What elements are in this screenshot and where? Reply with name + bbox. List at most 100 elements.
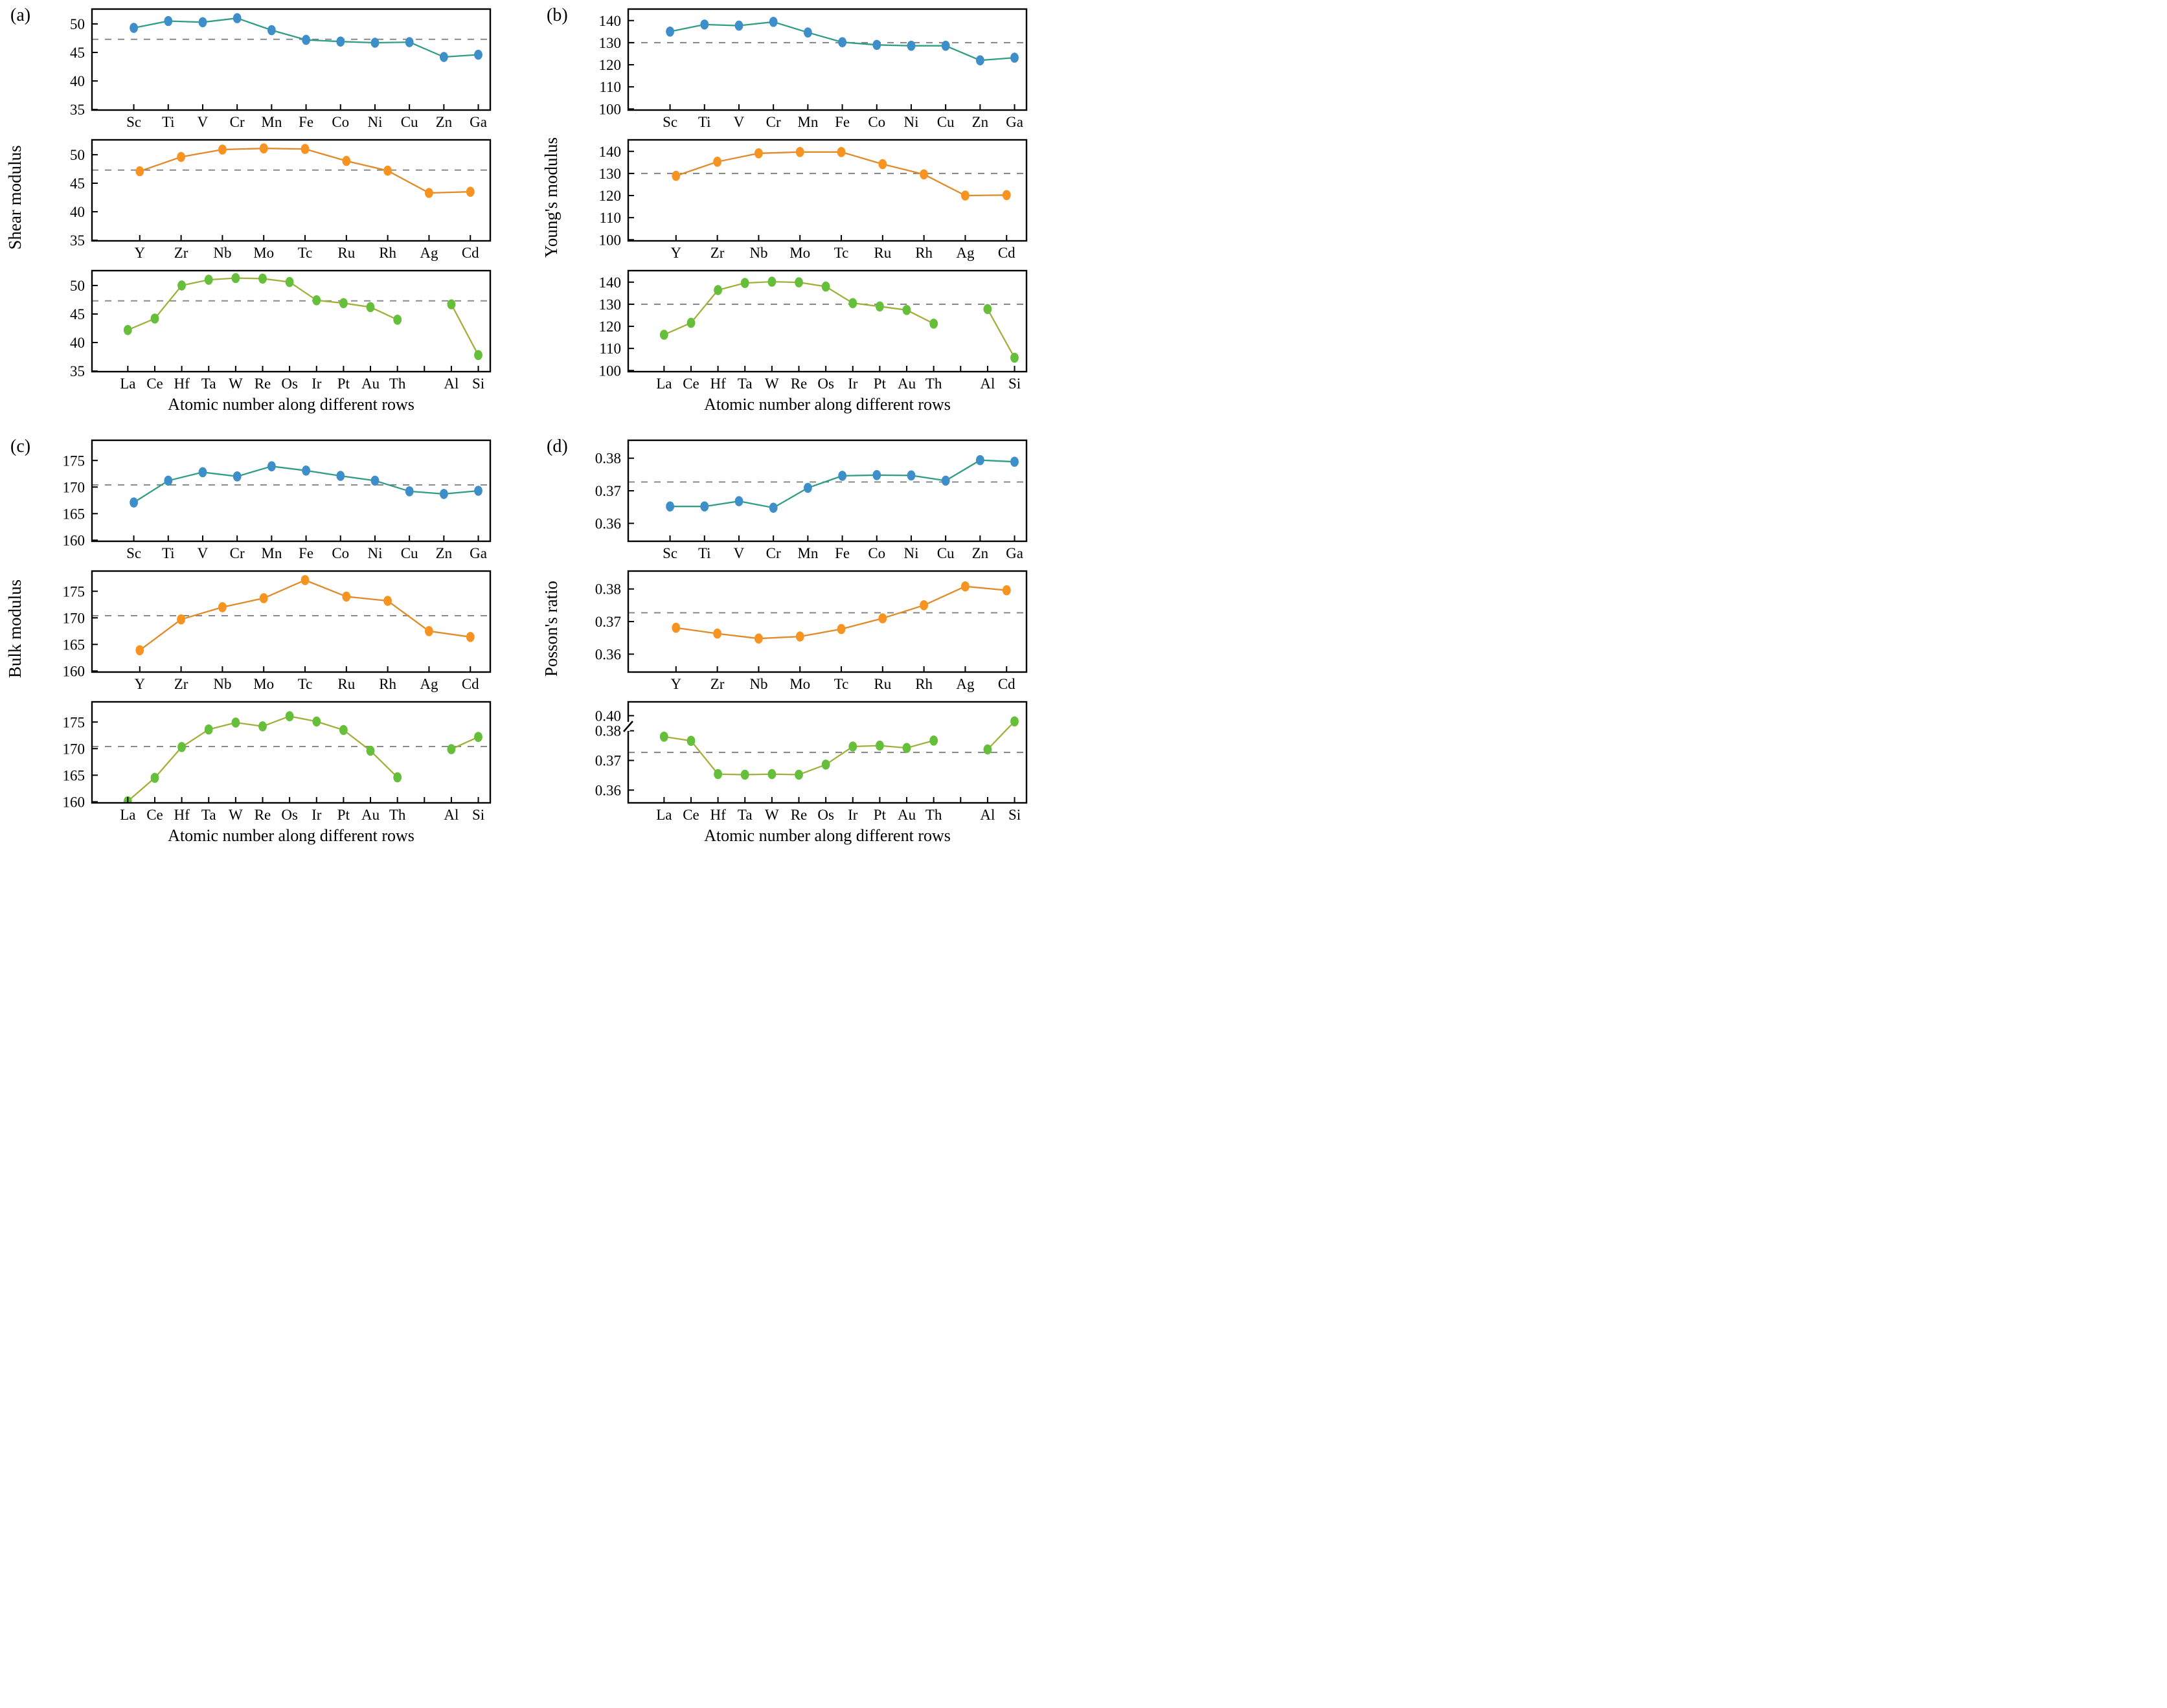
x-tick-label-Cd: Cd <box>462 245 479 261</box>
data-point-marker-V <box>734 496 743 506</box>
y-tick-label: 40 <box>70 335 85 351</box>
x-tick-label-Ga: Ga <box>470 114 487 130</box>
data-point-marker-Ag <box>961 190 970 201</box>
x-tick-label-Hf: Hf <box>710 807 726 823</box>
series-group <box>130 461 482 508</box>
x-tick-label-Ce: Ce <box>146 807 163 823</box>
plot-border <box>91 439 492 543</box>
data-point-marker-Ga <box>1010 456 1019 467</box>
series-group <box>135 143 475 198</box>
data-point-marker-Zr <box>177 152 185 163</box>
x-tick-label-Cu: Cu <box>401 545 418 561</box>
x-tick-label-Zr: Zr <box>174 245 188 261</box>
y-tick-label: 110 <box>599 79 621 95</box>
x-tick-label-Cd: Cd <box>998 245 1015 261</box>
x-tick-label-Fe: Fe <box>835 545 850 561</box>
data-point-marker-Nb <box>754 633 763 644</box>
data-point-marker-Ru <box>342 155 351 166</box>
x-tick-label-Zn: Zn <box>972 114 989 130</box>
data-point-marker-Cu <box>405 486 414 497</box>
data-point-marker-Re <box>795 769 803 780</box>
x-tick-label-Cu: Cu <box>937 114 955 130</box>
y-tick-label: 45 <box>70 306 85 322</box>
x-tick-label-Ag: Ag <box>956 245 975 261</box>
series-line <box>670 459 1015 509</box>
series-group <box>666 455 1019 513</box>
series-group <box>123 711 482 803</box>
y-tick-label: 130 <box>599 166 622 182</box>
data-point-marker-Re <box>258 721 267 732</box>
plot-border <box>91 139 492 242</box>
x-tick-label-Ru: Ru <box>337 245 355 261</box>
data-point-marker-Th <box>393 772 402 783</box>
data-point-marker-Ta <box>204 724 213 735</box>
subplot-stack-b: 100 110 120 130 140 Sc Ti V Cr Mn Fe Co Ni Cu Zn Ga 100 1… <box>574 5 1075 394</box>
x-tick-label-Os: Os <box>817 376 834 392</box>
x-tick-label-Cu: Cu <box>401 114 418 130</box>
y-tick-label: 160 <box>63 532 85 548</box>
y-tick-label: 170 <box>63 479 85 495</box>
x-tick-label-Mo: Mo <box>789 676 810 692</box>
data-point-marker-Al <box>983 744 992 755</box>
x-tick-label-Mo: Mo <box>789 245 810 261</box>
y-tick-label: 130 <box>599 35 622 51</box>
y-axis-label-youngs-modulus: Young's modulus <box>541 137 561 258</box>
x-tick-label-Cd: Cd <box>462 676 479 692</box>
x-tick-label-Mn: Mn <box>261 545 282 561</box>
data-point-marker-Ti <box>700 501 709 511</box>
x-tick-label-Ga: Ga <box>1006 114 1023 130</box>
data-point-marker-Rh <box>920 169 928 180</box>
data-point-marker-Ti <box>164 475 173 486</box>
y-tick-label: 110 <box>599 210 621 226</box>
x-tick-label-Ti: Ti <box>162 114 175 130</box>
data-point-marker-Y <box>135 645 144 656</box>
data-point-marker-Ti <box>164 16 173 27</box>
data-point-marker-Co <box>872 39 881 51</box>
y-tick-label: 120 <box>599 188 622 204</box>
panel-letter-b: (b) <box>547 5 568 25</box>
x-tick-label-Ce: Ce <box>683 807 699 823</box>
x-tick-label-Sc: Sc <box>663 114 677 130</box>
data-point-marker-Cr <box>769 502 778 513</box>
x-tick-label-Tc: Tc <box>834 245 849 261</box>
x-tick-label-Y: Y <box>670 245 681 261</box>
data-point-marker-Au <box>902 743 911 753</box>
x-tick-label-Ir: Ir <box>848 376 858 392</box>
y-tick-label: 140 <box>599 13 622 29</box>
y-tick-label: 0.37 <box>595 483 621 499</box>
y-tick-label: 120 <box>599 319 622 335</box>
data-point-marker-Nb <box>218 144 227 155</box>
x-tick-label-Re: Re <box>791 807 808 823</box>
y-tick-label: 120 <box>599 57 622 73</box>
data-point-marker-Co <box>336 36 345 47</box>
x-tick-label-Mn: Mn <box>797 545 818 561</box>
x-tick-label-V: V <box>734 114 745 130</box>
series-group <box>666 17 1019 65</box>
data-point-marker-Ta <box>204 275 213 285</box>
subplot-stack-c: 160 165 170 175 Sc Ti V Cr Mn Fe Co Ni Cu Zn Ga 160 165 1… <box>38 436 539 825</box>
x-tick-label-Al: Al <box>444 376 459 392</box>
y-tick-label: 140 <box>599 144 622 160</box>
x-tick-label-Co: Co <box>868 545 885 561</box>
data-point-marker-Mo <box>259 143 268 153</box>
subplot-3-1: 0.36 0.37 0.38 Y Zr Nb Mo Tc Ru Rh Ag Cd <box>595 570 1028 692</box>
subplot-stack-d: 0.36 0.37 0.38 Sc Ti V Cr Mn Fe Co Ni Cu Zn Ga 0.36 0.3… <box>574 436 1075 825</box>
x-tick-label-Ag: Ag <box>420 676 438 692</box>
x-axis-label-c: Atomic number along different rows <box>168 826 414 845</box>
data-point-marker-Ni <box>370 38 380 48</box>
x-tick-label-Tc: Tc <box>298 245 313 261</box>
y-tick-label: 100 <box>599 101 622 117</box>
data-point-marker-Ce <box>150 313 159 324</box>
y-tick-label: 175 <box>63 714 85 730</box>
x-tick-label-Y: Y <box>134 245 145 261</box>
subplot-1-2: 100 110 120 130 140 La Ce Hf Ta W Re Os Ir Pt Au Th Al Si <box>599 269 1028 392</box>
data-point-marker-Ir <box>848 741 857 752</box>
x-tick-label-Zn: Zn <box>436 545 453 561</box>
subplot-2-1: 160 165 170 175 Y Zr Nb Mo Tc Ru Rh Ag Cd <box>63 570 492 692</box>
x-tick-label-Mn: Mn <box>797 114 818 130</box>
x-tick-label-Si: Si <box>1008 807 1021 823</box>
data-point-marker-Ni <box>907 470 916 481</box>
x-tick-label-Os: Os <box>281 807 298 823</box>
data-point-marker-Ru <box>878 613 887 624</box>
data-point-marker-Co <box>872 470 881 480</box>
